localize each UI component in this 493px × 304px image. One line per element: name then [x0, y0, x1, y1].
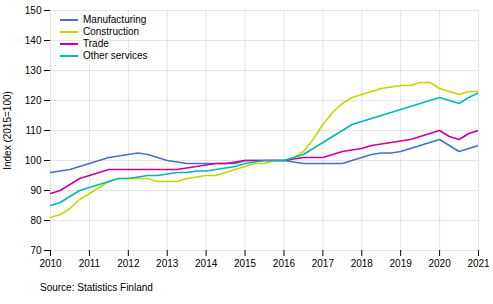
svg-text:70: 70 [30, 245, 42, 256]
html-text:Source: Statistics Finland: Source: Statistics Finland [40, 282, 153, 293]
svg-text:2011: 2011 [79, 258, 101, 269]
svg-text:2012: 2012 [117, 258, 140, 269]
svg-text:2015: 2015 [234, 258, 257, 269]
svg-text:2021: 2021 [467, 258, 490, 269]
svg-text:2010: 2010 [39, 258, 62, 269]
svg-text:2020: 2020 [428, 258, 451, 269]
svg-text:2013: 2013 [156, 258, 179, 269]
svg-text:90: 90 [30, 185, 42, 196]
svg-text:100: 100 [25, 155, 42, 166]
html-text:Other services: Other services [83, 50, 148, 61]
svg-text:2017: 2017 [312, 258, 335, 269]
html-text:Manufacturing: Manufacturing [83, 14, 147, 25]
svg-text:2018: 2018 [351, 258, 374, 269]
html-text:Trade: Trade [83, 38, 109, 49]
svg-text:2019: 2019 [390, 258, 413, 269]
svg-text:80: 80 [30, 215, 42, 226]
html-text:Construction: Construction [83, 26, 140, 37]
svg-text:140: 140 [25, 35, 42, 46]
svg-text:120: 120 [25, 95, 42, 106]
svg-text:2014: 2014 [195, 258, 218, 269]
svg-text:130: 130 [25, 65, 42, 76]
svg-text:2016: 2016 [273, 258, 296, 269]
svg-text:150: 150 [25, 5, 42, 16]
svg-text:Index (2015=100): Index (2015=100) [2, 91, 13, 170]
svg-text:110: 110 [26, 125, 42, 136]
